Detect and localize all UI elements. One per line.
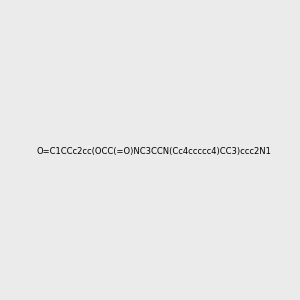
Text: O=C1CCc2cc(OCC(=O)NC3CCN(Cc4ccccc4)CC3)ccc2N1: O=C1CCc2cc(OCC(=O)NC3CCN(Cc4ccccc4)CC3)c… [36,147,271,156]
